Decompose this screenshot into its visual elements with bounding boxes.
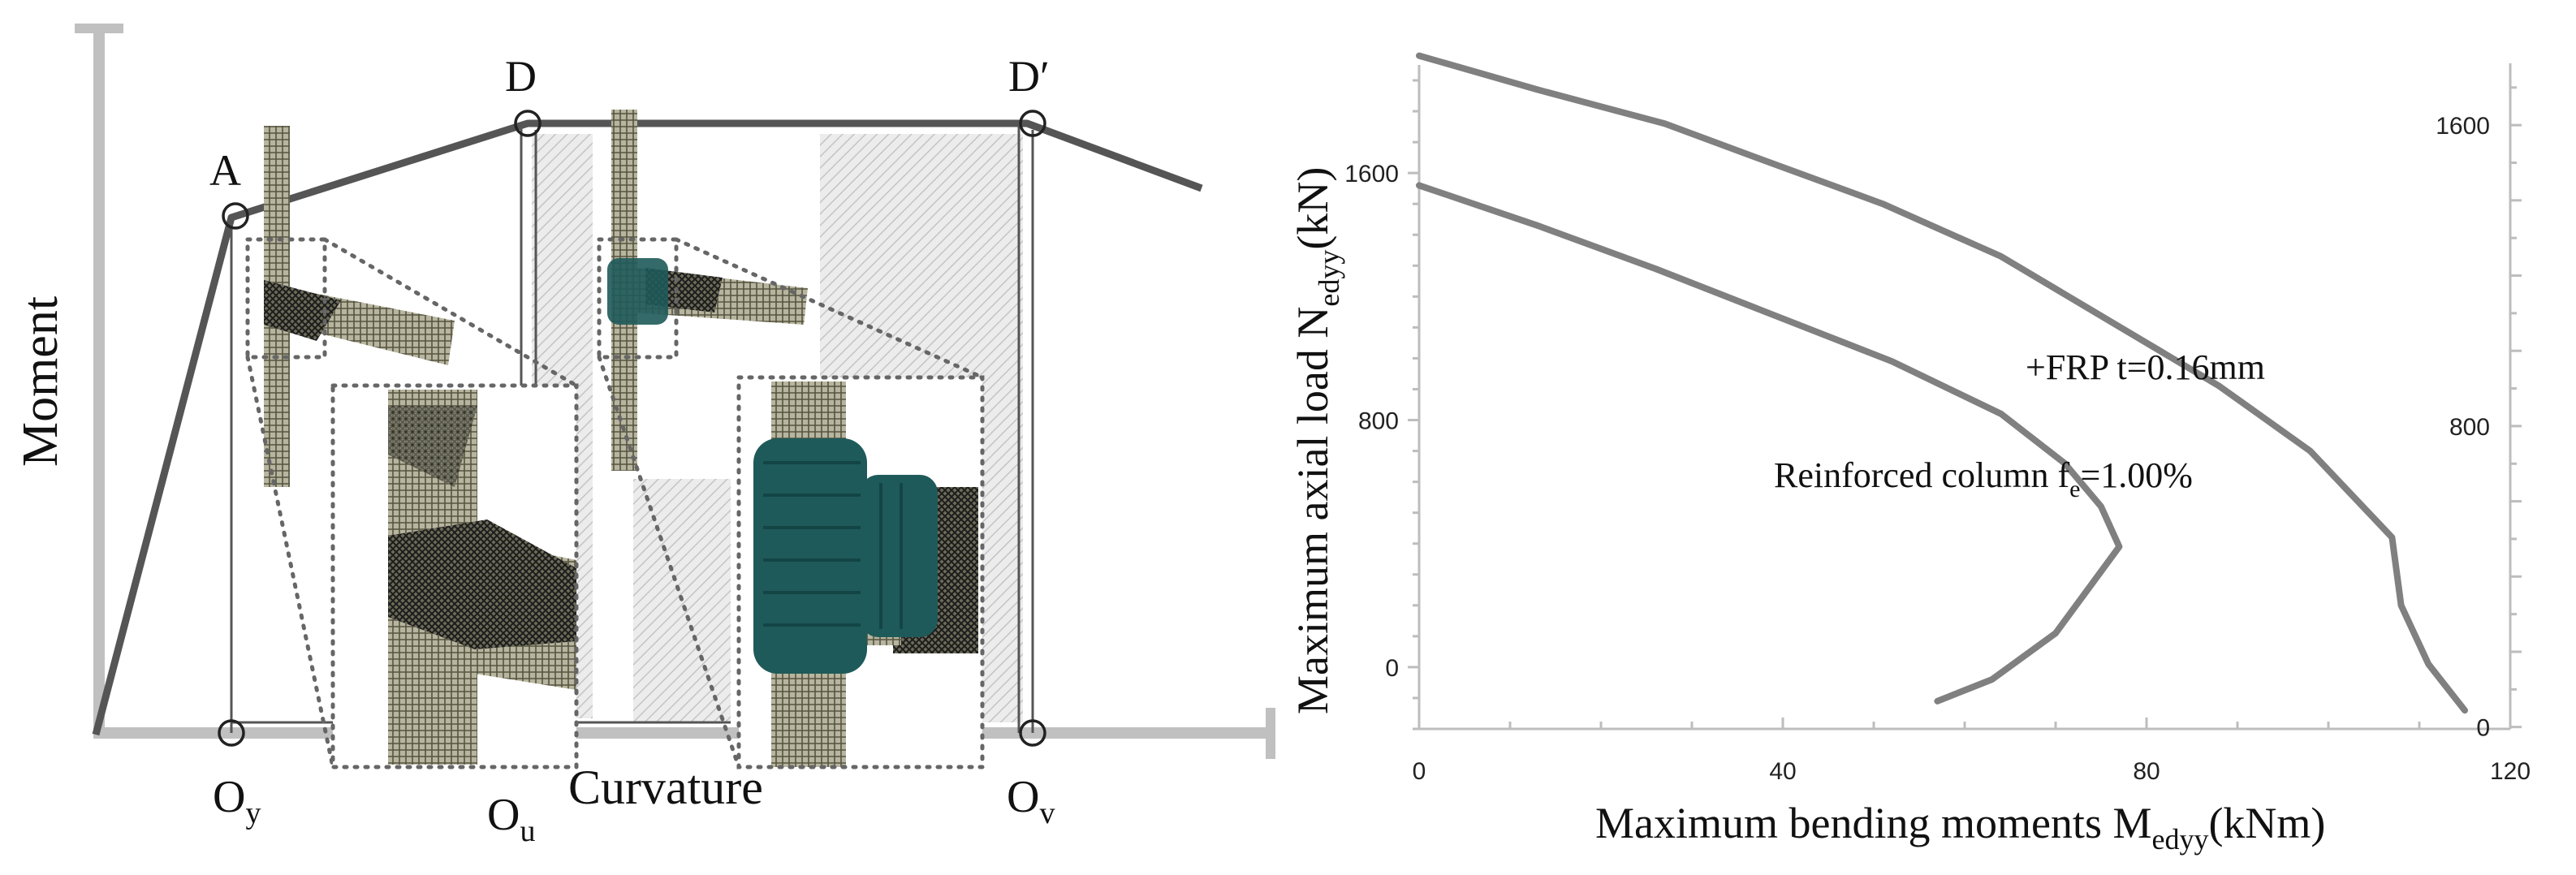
- series-1-line: [1416, 182, 2123, 705]
- point-Oy-label: Oy: [213, 772, 261, 830]
- x-tick-label: 0: [1413, 758, 1426, 785]
- zoom-box-small-A: [245, 237, 327, 360]
- point-Dprime-label: D′: [1008, 52, 1050, 101]
- point-A-label: A: [209, 146, 241, 195]
- x-tick-label: 80: [2133, 758, 2160, 785]
- x-tick-label: 120: [2490, 758, 2531, 785]
- point-Ov-label: Ov: [1007, 772, 1055, 830]
- right-y-tick-label: 0: [2476, 715, 2490, 742]
- right-y-tick-label: 800: [2449, 414, 2490, 441]
- series-group: [1416, 52, 2468, 714]
- right-y-tick-label: 1600: [2436, 113, 2490, 140]
- zoom-box-large-A: [330, 383, 579, 769]
- left-y-tick-label: 800: [1358, 408, 1399, 435]
- fe-zoom-yield: [333, 386, 576, 767]
- interaction-chart: 0 800 1600 0 800 1600 0 40 80 120 +FRP t=0.16mm…: [1288, 52, 2531, 856]
- zoom-box-small-D: [597, 237, 679, 360]
- curvature-axis-label: Curvature: [568, 761, 763, 814]
- left-y-tick-label: 1600: [1344, 161, 1399, 188]
- moment-axis-label: Moment: [13, 296, 68, 467]
- point-Ou-label: Ou: [487, 790, 535, 848]
- frp-jacket: [753, 438, 867, 674]
- point-A-marker: [222, 202, 249, 230]
- x-tick-label: 40: [1769, 758, 1796, 785]
- right-y-tick-group: 0 800 1600: [2436, 86, 2522, 742]
- series-2-line: [1416, 52, 2468, 714]
- point-Ov-marker: [1019, 719, 1046, 747]
- left-y-tick-label: 0: [1385, 655, 1399, 682]
- left-y-tick-group: 0 800 1600: [1344, 79, 1419, 731]
- zoom-connectors: [245, 237, 985, 769]
- point-Dprime-marker: [1019, 110, 1046, 137]
- moment-curvature-diagram: Moment Curvature A D D′ Oy Ou Ov: [13, 24, 1275, 848]
- x-tick-group: 0 40 80 120: [1413, 718, 2531, 785]
- series-1-label: Reinforced column fe=1.00%: [1774, 455, 2193, 502]
- series-2-label: +FRP t=0.16mm: [2026, 347, 2265, 387]
- fe-zoom-ultimate: [739, 377, 982, 767]
- point-D-label: D: [505, 52, 537, 101]
- point-Oy-marker: [218, 719, 245, 747]
- x-axis-title: Maximum bending moments Medyy(kNm): [1595, 799, 2325, 856]
- point-D-marker: [514, 110, 542, 137]
- moment-curvature-curve: [92, 119, 1203, 736]
- fe-model-yield: [264, 126, 455, 487]
- y-axis-title: Maximum axial load Nedyy(kN): [1288, 167, 1345, 714]
